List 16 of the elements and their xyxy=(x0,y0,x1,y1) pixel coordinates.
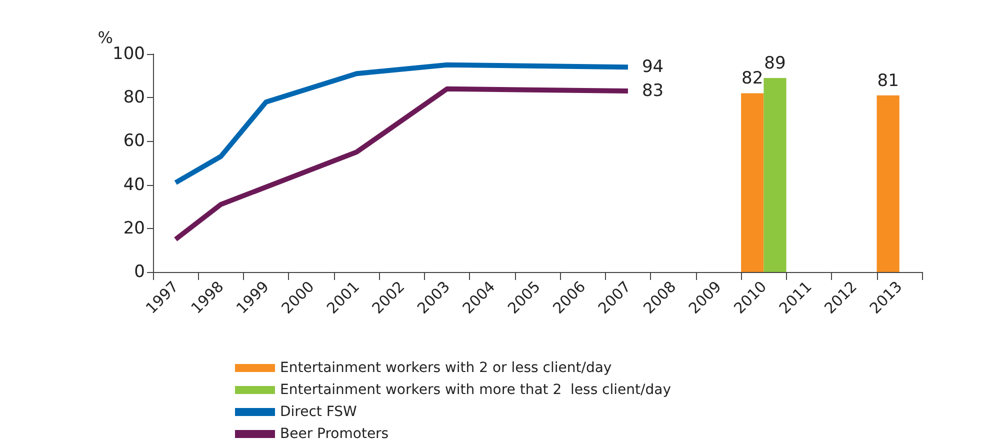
legend-label: Entertainment workers with 2 or less client/day xyxy=(280,360,612,376)
legend-label: Direct FSW xyxy=(280,404,358,420)
y-tick-label: 40 xyxy=(123,174,145,195)
y-tick-label: 100 xyxy=(112,44,145,64)
data-label: 89 xyxy=(764,53,786,74)
legend-label: Entertainment workers with more that 2 less client/day xyxy=(280,382,671,398)
y-tick-label: 0 xyxy=(134,262,145,282)
data-label: 83 xyxy=(642,81,664,102)
data-label: 82 xyxy=(742,68,764,89)
y-tick-label: 80 xyxy=(123,88,145,108)
legend-label: Beer Promoters xyxy=(280,426,389,442)
y-axis-title: % xyxy=(98,28,113,48)
y-tick-label: 60 xyxy=(123,131,145,152)
data-label: 94 xyxy=(642,57,664,78)
y-tick-label: 20 xyxy=(123,218,145,238)
data-label: 81 xyxy=(877,70,899,91)
